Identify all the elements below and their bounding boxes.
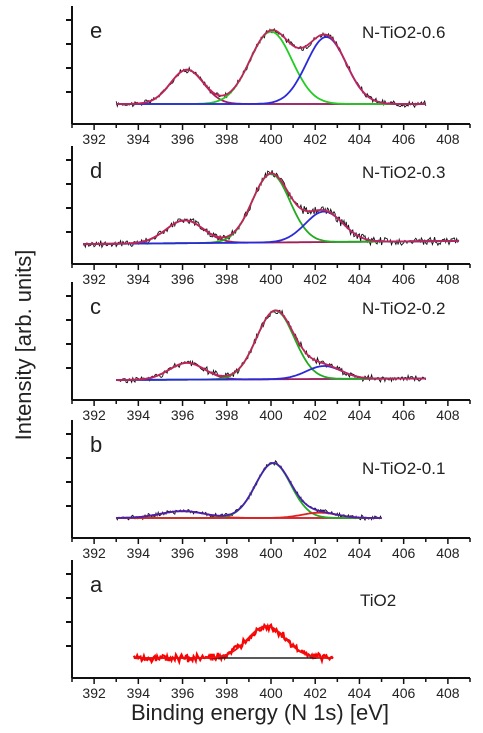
x-tick-label-d: 400 (259, 271, 283, 287)
x-tick-label-c: 400 (259, 407, 283, 423)
x-tick-label-b: 402 (304, 545, 328, 561)
x-tick-label-e: 396 (171, 131, 195, 147)
envelope-fit-d (83, 172, 459, 245)
x-tick-label-e: 406 (392, 131, 416, 147)
x-tick-label-b: 400 (259, 545, 283, 561)
x-tick-label-c: 408 (436, 407, 460, 423)
x-tick-label-a: 400 (259, 685, 283, 701)
x-tick-label-b: 408 (436, 545, 460, 561)
x-tick-label-d: 406 (392, 271, 416, 287)
x-tick-label-b: 394 (127, 545, 151, 561)
component-peak-e (116, 36, 426, 105)
x-tick-label-e: 408 (436, 131, 460, 147)
component-peak-c (116, 309, 426, 381)
x-tick-label-c: 404 (348, 407, 372, 423)
x-tick-label-d: 404 (348, 271, 372, 287)
x-tick-label-c: 402 (304, 407, 328, 423)
sample-label-d: N-TiO2-0.3 (362, 163, 445, 182)
x-tick-label-b: 398 (215, 545, 239, 561)
x-tick-label-d: 396 (171, 271, 195, 287)
x-tick-label-e: 398 (215, 131, 239, 147)
x-tick-label-d: 394 (127, 271, 151, 287)
x-tick-label-c: 394 (127, 407, 151, 423)
x-tick-label-a: 408 (436, 685, 460, 701)
raw-spectrum-a (132, 622, 334, 666)
envelope-fit-c (116, 309, 426, 381)
component-peak-d (83, 210, 459, 245)
panel-letter-b: b (90, 432, 102, 457)
component-peak-b (116, 462, 382, 519)
component-peak-e (116, 68, 426, 105)
component-peak-d (83, 219, 459, 245)
panel-letter-e: e (90, 18, 102, 43)
x-tick-label-b: 392 (82, 545, 106, 561)
x-tick-label-b: 406 (392, 545, 416, 561)
panel-letter-a: a (90, 572, 103, 597)
x-axis-label: Binding energy (N 1s) [eV] (130, 700, 390, 725)
x-tick-label-c: 406 (392, 407, 416, 423)
component-peak-d (83, 172, 459, 245)
sample-label-b: N-TiO2-0.1 (362, 459, 445, 478)
panel-letter-d: d (90, 158, 102, 183)
x-tick-label-c: 398 (215, 407, 239, 423)
x-tick-label-d: 408 (436, 271, 460, 287)
panel-letter-c: c (90, 294, 101, 319)
x-tick-label-e: 400 (259, 131, 283, 147)
x-tick-label-a: 398 (215, 685, 239, 701)
sample-label-c: N-TiO2-0.2 (362, 299, 445, 318)
x-tick-label-a: 406 (392, 685, 416, 701)
sample-label-e: N-TiO2-0.6 (362, 23, 445, 42)
envelope-fit-b (116, 462, 382, 519)
x-tick-label-b: 404 (348, 545, 372, 561)
raw-spectrum-b (115, 459, 383, 522)
raw-spectrum-c (116, 309, 427, 384)
x-tick-label-c: 392 (82, 407, 106, 423)
x-tick-label-b: 396 (171, 545, 195, 561)
x-tick-label-e: 402 (304, 131, 328, 147)
x-tick-label-c: 396 (171, 407, 195, 423)
x-tick-label-a: 394 (127, 685, 151, 701)
x-tick-label-a: 404 (348, 685, 372, 701)
envelope-fit-e (116, 29, 426, 105)
x-tick-label-d: 392 (82, 271, 106, 287)
x-tick-label-d: 398 (215, 271, 239, 287)
x-tick-label-e: 392 (82, 131, 106, 147)
x-tick-label-e: 394 (127, 131, 151, 147)
x-tick-label-e: 404 (348, 131, 372, 147)
envelope-fit-a (133, 625, 333, 659)
sample-label-a: TiO2 (360, 591, 396, 610)
x-tick-label-a: 392 (82, 685, 106, 701)
x-tick-label-a: 396 (171, 685, 195, 701)
x-tick-label-d: 402 (304, 271, 328, 287)
x-tick-label-a: 402 (304, 685, 328, 701)
component-peak-c (116, 362, 426, 381)
